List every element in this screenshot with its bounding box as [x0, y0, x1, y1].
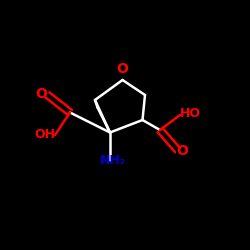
- Text: O: O: [35, 87, 47, 101]
- Text: OH: OH: [34, 128, 56, 141]
- Text: O: O: [116, 62, 128, 76]
- Text: HO: HO: [180, 107, 201, 120]
- Text: O: O: [176, 144, 188, 158]
- Text: NH₂: NH₂: [100, 154, 126, 166]
